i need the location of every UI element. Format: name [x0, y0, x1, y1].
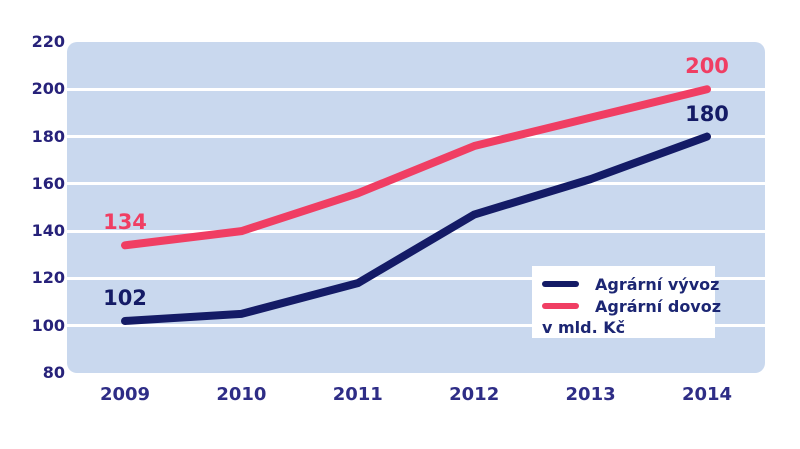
y-axis-label-120: 120	[31, 268, 65, 288]
x-axis-label-2014: 2014	[681, 384, 733, 405]
gridline-160	[67, 182, 765, 186]
value-label-134: 134	[103, 210, 147, 235]
legend-swatch-vyvoz-line	[542, 281, 579, 287]
value-label-180: 180	[685, 101, 729, 126]
legend-label-vyvoz: Agrární vývoz	[595, 274, 720, 294]
x-axis-label-2012: 2012	[449, 384, 500, 405]
y-axis-label-160: 160	[31, 173, 65, 193]
x-axis-label-2013: 2013	[565, 384, 616, 405]
x-axis-label-2010: 2010	[216, 384, 267, 405]
y-axis-label-80: 80	[42, 363, 65, 382]
legend-item-dovoz: Agrární dovoz	[542, 295, 721, 317]
legend-item-vyvoz: Agrární vývoz	[542, 273, 719, 295]
legend-label-dovoz: Agrární dovoz	[595, 296, 722, 316]
value-label-200: 200	[685, 54, 729, 79]
x-axis-label-2009: 2009	[99, 384, 151, 405]
gridline-200	[67, 87, 765, 91]
y-axis-label-180: 180	[31, 126, 65, 146]
x-axis-label-2011: 2011	[332, 384, 383, 405]
gridline-180	[67, 135, 765, 139]
y-axis-label-100: 100	[31, 315, 65, 335]
y-axis-label-220: 220	[31, 32, 65, 51]
gridline-100	[67, 324, 765, 328]
value-label-102: 102	[103, 285, 147, 310]
legend: Agrární vývoz Agrární dovoz v mld. Kč	[532, 266, 721, 338]
y-axis-label-140: 140	[31, 221, 65, 241]
legend-unit-note: v mld. Kč	[542, 318, 626, 337]
legend-swatch-dovoz-line	[542, 303, 579, 309]
y-axis-label-200: 200	[31, 79, 65, 99]
